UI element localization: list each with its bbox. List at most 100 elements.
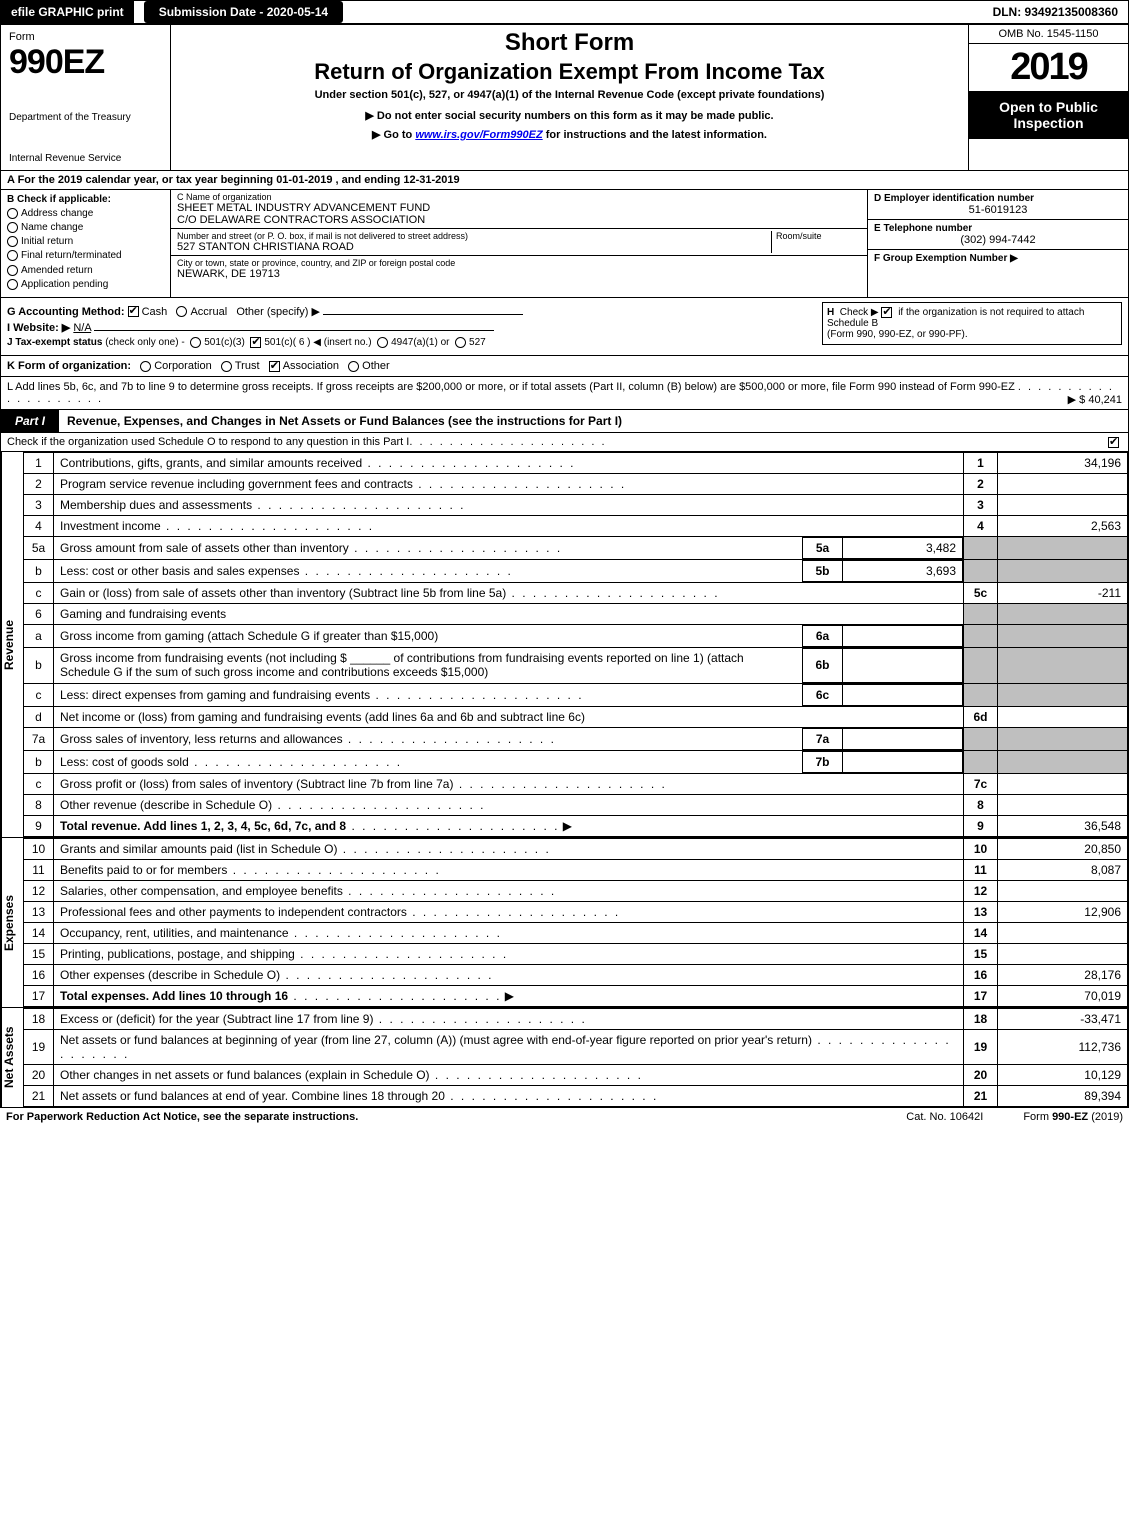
revenue-side-label: Revenue	[1, 452, 23, 837]
line-8: 8Other revenue (describe in Schedule O)8	[24, 794, 1128, 815]
irs-label: Internal Revenue Service	[9, 153, 162, 164]
g-label: G Accounting Method:	[7, 306, 125, 318]
cb-527[interactable]	[455, 337, 466, 348]
link-pre: ▶ Go to	[372, 129, 415, 141]
expenses-side-label: Expenses	[1, 838, 23, 1007]
part-1-check: Check if the organization used Schedule …	[1, 433, 1128, 452]
tel-value: (302) 994-7442	[874, 234, 1122, 246]
line-19: 19Net assets or fund balances at beginni…	[24, 1029, 1128, 1064]
footer-paperwork: For Paperwork Reduction Act Notice, see …	[6, 1111, 358, 1123]
cb-amended-return[interactable]: Amended return	[7, 265, 164, 276]
line-7b: bLess: cost of goods sold7b	[24, 750, 1128, 773]
cb-association[interactable]	[269, 361, 280, 372]
box-d: D Employer identification number 51-6019…	[868, 190, 1128, 297]
cb-name-change[interactable]: Name change	[7, 222, 164, 233]
irs-link-line: ▶ Go to www.irs.gov/Form990EZ for instru…	[179, 128, 960, 141]
cb-address-change[interactable]: Address change	[7, 208, 164, 219]
irs-link[interactable]: www.irs.gov/Form990EZ	[415, 129, 542, 141]
line-7a: 7aGross sales of inventory, less returns…	[24, 727, 1128, 750]
line-3: 3Membership dues and assessments3	[24, 494, 1128, 515]
cb-initial-return[interactable]: Initial return	[7, 236, 164, 247]
form-number: 990EZ	[9, 43, 162, 82]
box-c: C Name of organization SHEET METAL INDUS…	[171, 190, 868, 297]
city-value: NEWARK, DE 19713	[177, 268, 861, 280]
section-net-assets: Net Assets 18Excess or (deficit) for the…	[1, 1008, 1128, 1107]
line-1: 1Contributions, gifts, grants, and simil…	[24, 452, 1128, 473]
line-7c: cGross profit or (loss) from sales of in…	[24, 773, 1128, 794]
ein-value: 51-6019123	[874, 204, 1122, 216]
section-expenses: Expenses 10Grants and similar amounts pa…	[1, 838, 1128, 1008]
top-bar: efile GRAPHIC print Submission Date - 20…	[1, 1, 1128, 25]
cb-501c3[interactable]	[190, 337, 201, 348]
line-14: 14Occupancy, rent, utilities, and mainte…	[24, 922, 1128, 943]
group-exemption-label: F Group Exemption Number ▶	[874, 253, 1122, 264]
title-short-form: Short Form	[179, 29, 960, 57]
cb-cash[interactable]	[128, 306, 139, 317]
ssn-note: ▶ Do not enter social security numbers o…	[179, 109, 960, 122]
k-label: K Form of organization:	[7, 360, 131, 372]
cb-other-org[interactable]	[348, 361, 359, 372]
line-10: 10Grants and similar amounts paid (list …	[24, 838, 1128, 859]
line-6a: aGross income from gaming (attach Schedu…	[24, 624, 1128, 647]
line-5c: cGain or (loss) from sale of assets othe…	[24, 582, 1128, 603]
dept-treasury: Department of the Treasury	[9, 112, 162, 123]
section-revenue: Revenue 1Contributions, gifts, grants, a…	[1, 452, 1128, 838]
room-label: Room/suite	[776, 231, 861, 241]
line-20: 20Other changes in net assets or fund ba…	[24, 1064, 1128, 1085]
org-name-2: C/O DELAWARE CONTRACTORS ASSOCIATION	[177, 214, 861, 226]
part-1-tab: Part I	[1, 410, 59, 432]
line-18: 18Excess or (deficit) for the year (Subt…	[24, 1008, 1128, 1029]
efile-tag: efile GRAPHIC print	[1, 1, 134, 23]
cb-final-return[interactable]: Final return/terminated	[7, 250, 164, 261]
box-b-header: B Check if applicable:	[7, 194, 164, 205]
line-5a: 5aGross amount from sale of assets other…	[24, 536, 1128, 559]
footer-cat-no: Cat. No. 10642I	[906, 1111, 983, 1123]
org-name-label: C Name of organization	[177, 192, 861, 202]
cb-accrual[interactable]	[176, 306, 187, 317]
cb-application-pending[interactable]: Application pending	[7, 279, 164, 290]
title-return: Return of Organization Exempt From Incom…	[179, 59, 960, 85]
city-label: City or town, state or province, country…	[177, 258, 861, 268]
cb-schedule-b[interactable]	[881, 307, 892, 318]
expenses-table: 10Grants and similar amounts paid (list …	[23, 838, 1128, 1007]
l-amount: ▶ $ 40,241	[1068, 393, 1122, 406]
line-17: 17Total expenses. Add lines 10 through 1…	[24, 985, 1128, 1006]
cb-schedule-o[interactable]	[1108, 437, 1119, 448]
addr-label: Number and street (or P. O. box, if mail…	[177, 231, 771, 241]
cb-4947[interactable]	[377, 337, 388, 348]
subtitle: Under section 501(c), 527, or 4947(a)(1)…	[179, 89, 960, 101]
line-6d: dNet income or (loss) from gaming and fu…	[24, 706, 1128, 727]
i-label: I Website: ▶	[7, 322, 70, 334]
row-l: L Add lines 5b, 6c, and 7b to line 9 to …	[1, 377, 1128, 410]
form-label: Form	[9, 31, 162, 43]
footer: For Paperwork Reduction Act Notice, see …	[0, 1108, 1129, 1126]
part-1-title: Revenue, Expenses, and Changes in Net As…	[59, 410, 1128, 432]
h-label: H	[827, 307, 834, 318]
line-9: 9Total revenue. Add lines 1, 2, 3, 4, 5c…	[24, 815, 1128, 836]
submission-date: Submission Date - 2020-05-14	[144, 1, 343, 23]
line-21: 21Net assets or fund balances at end of …	[24, 1085, 1128, 1106]
line-5b: bLess: cost or other basis and sales exp…	[24, 559, 1128, 582]
line-2: 2Program service revenue including gover…	[24, 473, 1128, 494]
dln: DLN: 93492135008360	[983, 1, 1128, 23]
row-a-tax-year: A For the 2019 calendar year, or tax yea…	[1, 171, 1128, 190]
line-12: 12Salaries, other compensation, and empl…	[24, 880, 1128, 901]
part-1-header: Part I Revenue, Expenses, and Changes in…	[1, 410, 1128, 433]
cb-501c[interactable]	[250, 337, 261, 348]
box-h: H Check ▶ if the organization is not req…	[822, 302, 1122, 345]
line-6c: cLess: direct expenses from gaming and f…	[24, 683, 1128, 706]
row-k: K Form of organization: Corporation Trus…	[1, 356, 1128, 377]
open-public: Open to Public Inspection	[969, 91, 1128, 139]
footer-form-ref: Form 990-EZ (2019)	[1023, 1111, 1123, 1123]
line-6b: bGross income from fundraising events (n…	[24, 647, 1128, 683]
addr-value: 527 STANTON CHRISTIANA ROAD	[177, 241, 771, 253]
line-11: 11Benefits paid to or for members118,087	[24, 859, 1128, 880]
ghij-block: G Accounting Method: Cash Accrual Other …	[1, 298, 1128, 356]
org-name-1: SHEET METAL INDUSTRY ADVANCEMENT FUND	[177, 202, 861, 214]
tel-label: E Telephone number	[874, 223, 1122, 234]
box-b: B Check if applicable: Address change Na…	[1, 190, 171, 297]
cb-trust[interactable]	[221, 361, 232, 372]
tax-year: 2019	[969, 44, 1128, 91]
cb-corporation[interactable]	[140, 361, 151, 372]
line-4: 4Investment income42,563	[24, 515, 1128, 536]
